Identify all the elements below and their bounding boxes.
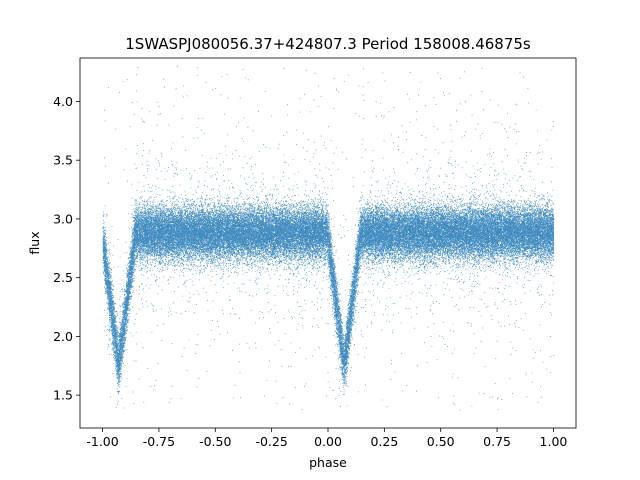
x-tick-label: -0.25	[255, 434, 287, 449]
x-axis-label: phase	[309, 455, 347, 470]
scatter-points	[102, 65, 555, 411]
y-tick-label: 2.0	[53, 329, 73, 344]
y-tick-label: 3.0	[53, 211, 73, 226]
x-tick-label: -0.50	[199, 434, 231, 449]
y-tick-label: 1.5	[53, 388, 73, 403]
x-tick-label: -0.75	[143, 434, 175, 449]
x-tick-label: -1.00	[86, 434, 118, 449]
x-tick-label: 0.75	[483, 434, 511, 449]
x-tick-label: 0.00	[314, 434, 342, 449]
x-tick-label: 0.25	[370, 434, 398, 449]
y-axis-label: flux	[27, 231, 42, 254]
y-tick-label: 4.0	[53, 94, 73, 109]
x-axis: -1.00 -0.75 -0.50 -0.25 0.00 0.25 0.50 0.75 1.00	[86, 428, 567, 449]
flux-points	[102, 65, 555, 411]
chart-title: 1SWASPJ080056.37+424807.3 Period 158008.…	[125, 35, 531, 53]
x-tick-label: 0.50	[427, 434, 455, 449]
x-tick-label: 1.00	[540, 434, 568, 449]
y-tick-label: 2.5	[53, 270, 73, 285]
y-tick-label: 3.5	[53, 153, 73, 168]
plot-area	[79, 57, 577, 429]
y-axis: 1.5 2.0 2.5 3.0 3.5 4.0	[53, 94, 80, 403]
